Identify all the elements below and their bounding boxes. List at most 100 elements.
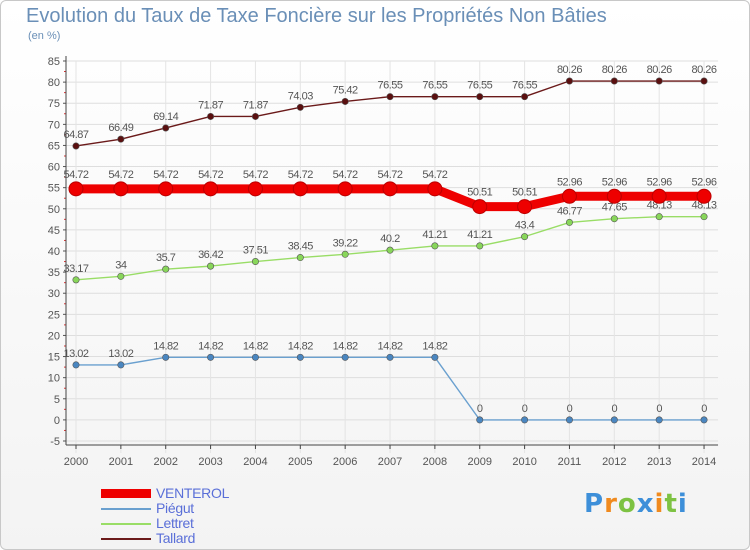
data-point xyxy=(565,77,573,85)
data-label: 52.96 xyxy=(692,176,717,188)
data-label: 52.96 xyxy=(647,176,672,188)
data-point xyxy=(162,265,170,273)
data-point xyxy=(472,199,488,215)
y-tick-label: 20 xyxy=(48,330,60,342)
data-label: 76.55 xyxy=(422,80,447,92)
x-tick-label: 2003 xyxy=(198,456,222,468)
data-point xyxy=(386,93,394,101)
data-label: 54.72 xyxy=(422,169,447,181)
data-label: 76.55 xyxy=(512,80,537,92)
data-point xyxy=(565,218,573,226)
data-label: 14.82 xyxy=(378,340,403,352)
data-label: 71.87 xyxy=(198,99,223,111)
chart-title: Evolution du Taux de Taxe Foncière sur l… xyxy=(26,5,607,27)
x-tick-label: 2001 xyxy=(109,456,133,468)
data-point xyxy=(68,181,84,197)
data-point xyxy=(610,215,618,223)
y-tick-label: 65 xyxy=(48,140,60,152)
x-tick-label: 2014 xyxy=(692,456,716,468)
x-tick-label: 2009 xyxy=(467,456,491,468)
data-point xyxy=(382,181,398,197)
data-point xyxy=(292,181,308,197)
data-label: 54.72 xyxy=(243,169,268,181)
data-point xyxy=(427,181,443,197)
x-tick-label: 2010 xyxy=(512,456,536,468)
logo-letter: P xyxy=(584,489,605,519)
data-point xyxy=(341,250,349,258)
data-point xyxy=(700,416,708,424)
data-point xyxy=(521,416,529,424)
legend-label: Tallard xyxy=(156,530,196,546)
data-point xyxy=(696,188,712,204)
y-tick-label: 25 xyxy=(48,309,60,321)
data-point xyxy=(655,77,663,85)
data-label: 43.4 xyxy=(515,220,535,232)
data-label: 69.14 xyxy=(153,111,178,123)
data-point xyxy=(72,276,80,284)
data-point xyxy=(162,124,170,132)
data-point xyxy=(207,353,215,361)
data-label: 38.45 xyxy=(288,241,313,253)
data-label: 66.49 xyxy=(108,122,133,134)
data-point xyxy=(207,112,215,120)
data-label: 41.21 xyxy=(467,229,492,241)
data-label: 0 xyxy=(656,403,662,415)
data-label: 80.26 xyxy=(602,64,627,76)
data-label: 0 xyxy=(522,403,528,415)
data-point xyxy=(247,181,263,197)
legend-label: VENTEROL xyxy=(156,485,230,501)
data-point xyxy=(651,188,667,204)
x-tick-label: 2002 xyxy=(153,456,177,468)
data-point xyxy=(655,213,663,221)
x-tick-label: 2004 xyxy=(243,456,267,468)
data-label: 14.82 xyxy=(243,340,268,352)
y-tick-label: 40 xyxy=(48,246,60,258)
data-point xyxy=(476,242,484,250)
data-point xyxy=(431,242,439,250)
data-label: 52.96 xyxy=(557,176,582,188)
data-label: 75.42 xyxy=(333,84,358,96)
y-tick-label: 60 xyxy=(48,162,60,174)
logo-letter: r xyxy=(604,489,618,519)
data-label: 0 xyxy=(477,403,483,415)
data-point xyxy=(386,246,394,254)
data-point xyxy=(341,353,349,361)
data-label: 76.55 xyxy=(378,80,403,92)
data-point xyxy=(341,97,349,105)
data-label: 13.02 xyxy=(63,348,88,360)
y-tick-label: 15 xyxy=(48,352,60,364)
data-point xyxy=(517,199,533,215)
data-label: 80.26 xyxy=(692,64,717,76)
y-tick-label: 5 xyxy=(54,394,60,406)
data-label: 80.26 xyxy=(647,64,672,76)
data-point xyxy=(117,135,125,143)
data-point xyxy=(251,353,259,361)
data-point xyxy=(337,181,353,197)
series-lettret: 33.17 34 35.7 36.42 37.51 38.45 39.22 40.2 41.21… xyxy=(63,200,717,284)
data-point xyxy=(251,258,259,266)
data-point xyxy=(431,353,439,361)
data-label: 46.77 xyxy=(557,205,582,217)
data-point xyxy=(296,103,304,111)
data-point xyxy=(251,112,259,120)
data-point xyxy=(117,361,125,369)
y-tick-label: -5 xyxy=(50,436,60,448)
data-point xyxy=(158,181,174,197)
series-tallard: 64.87 66.49 69.14 71.87 71.87 74.03 75.42 76.55… xyxy=(63,64,717,150)
data-point xyxy=(296,353,304,361)
data-point xyxy=(476,416,484,424)
data-label: 37.51 xyxy=(243,245,268,257)
y-tick-label: 45 xyxy=(48,225,60,237)
data-label: 71.87 xyxy=(243,99,268,111)
data-point xyxy=(655,416,663,424)
logo-letter: t xyxy=(664,489,678,519)
data-label: 54.72 xyxy=(288,169,313,181)
x-tick-label: 2005 xyxy=(288,456,312,468)
data-label: 54.72 xyxy=(108,169,133,181)
data-label: 39.22 xyxy=(333,237,358,249)
x-tick-label: 2007 xyxy=(378,456,402,468)
data-point xyxy=(72,142,80,150)
series-piégut: 13.02 13.02 14.82 14.82 14.82 14.82 14.82 14.82… xyxy=(63,340,708,424)
x-tick-label: 2006 xyxy=(333,456,357,468)
